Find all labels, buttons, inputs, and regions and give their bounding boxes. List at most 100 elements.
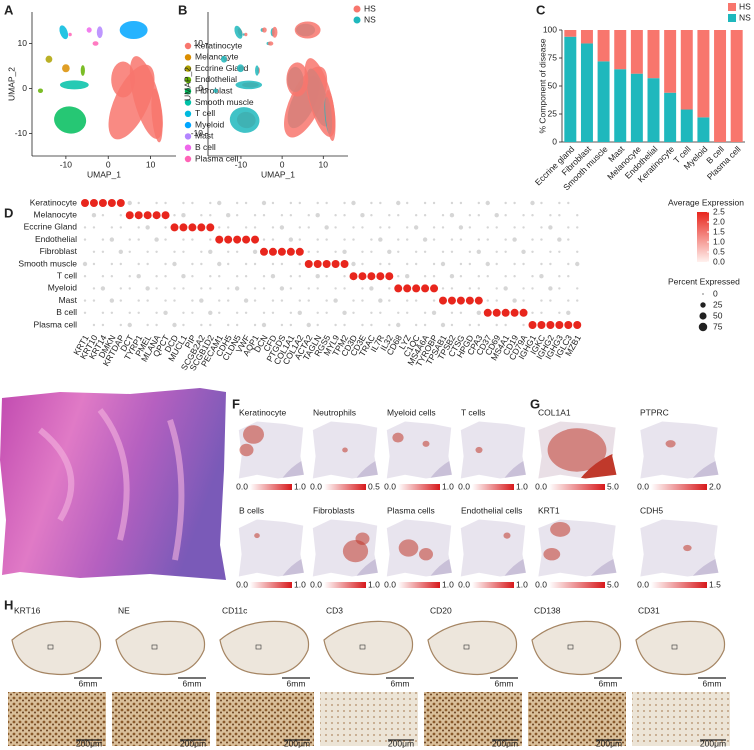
dot-background xyxy=(191,299,194,302)
dot xyxy=(385,272,394,281)
dot xyxy=(474,296,483,305)
expression-patch xyxy=(543,548,561,561)
dot xyxy=(349,272,358,281)
ihc-overview xyxy=(427,620,518,676)
dot-background xyxy=(298,299,301,302)
dot-background xyxy=(209,287,212,290)
dot xyxy=(519,308,528,317)
dot-background xyxy=(388,323,391,327)
dot-background xyxy=(450,201,454,205)
color-tick-label: 0.0 xyxy=(713,256,725,266)
dot-background xyxy=(119,299,123,302)
color-bar xyxy=(651,484,707,490)
dot-background xyxy=(423,214,427,217)
dot-background xyxy=(441,214,445,217)
dot-background xyxy=(531,287,534,290)
cluster-cells xyxy=(294,21,321,39)
scale-min: 0.0 xyxy=(310,481,322,491)
dot-background xyxy=(280,214,284,217)
dot-background xyxy=(83,275,87,278)
dot-background xyxy=(164,226,167,229)
dot-background xyxy=(513,275,516,278)
dot-background xyxy=(199,298,204,303)
dot-background xyxy=(226,213,231,218)
color-bar xyxy=(549,582,605,588)
dot-background xyxy=(477,275,480,278)
dot-background xyxy=(235,250,239,253)
dot-background xyxy=(92,250,96,253)
dot-background xyxy=(351,261,356,267)
dot-background xyxy=(477,323,480,327)
dot-background xyxy=(352,226,355,229)
size-key xyxy=(702,293,704,295)
dot-background xyxy=(262,275,266,278)
ihc-detail xyxy=(320,692,418,746)
dot-background xyxy=(119,262,123,266)
y-tick-label: 75 xyxy=(548,52,558,62)
roi-box xyxy=(463,644,470,650)
dot-background xyxy=(558,214,561,217)
dot-background xyxy=(235,275,239,278)
dot xyxy=(322,260,331,268)
dot-background xyxy=(476,310,481,315)
dot-background xyxy=(342,310,347,315)
dot-background xyxy=(521,249,526,254)
dot-background xyxy=(378,298,383,303)
dot xyxy=(197,223,206,232)
dot-background xyxy=(227,287,230,290)
dot-background xyxy=(172,322,177,328)
dot-background xyxy=(406,201,409,205)
cluster-cells xyxy=(151,88,163,143)
dot-background xyxy=(173,287,176,290)
ihc-overview xyxy=(115,620,206,676)
dot-background xyxy=(370,323,373,327)
y-tick-label: 50 xyxy=(548,80,558,90)
legend-swatch xyxy=(184,155,192,163)
dot-background xyxy=(495,287,498,290)
spatial-map xyxy=(460,421,526,479)
expression-patch xyxy=(547,428,607,472)
dot-background xyxy=(92,262,96,266)
dot-background xyxy=(423,250,427,253)
y-tick-label: 100 xyxy=(543,24,557,34)
bar-segment xyxy=(564,30,577,37)
dot-background xyxy=(173,214,176,217)
scale-min: 0.0 xyxy=(535,481,547,491)
dot-background xyxy=(504,323,507,327)
y-tick-label: 0 xyxy=(22,83,27,93)
bar-segment xyxy=(630,30,643,74)
cluster-cells xyxy=(271,26,278,38)
dot xyxy=(313,260,322,268)
tissue xyxy=(460,519,526,577)
expression-patch xyxy=(392,432,404,443)
tissue xyxy=(460,421,526,479)
legend-label: NS xyxy=(739,12,751,22)
cluster-cells xyxy=(59,80,89,90)
row-label: T cell xyxy=(57,270,77,280)
dot-background xyxy=(343,201,346,205)
spatial-map xyxy=(238,421,304,479)
dot-background xyxy=(432,238,436,241)
cluster-cells xyxy=(255,65,259,76)
dot-background xyxy=(262,238,266,241)
legend-label: Keratinocyte xyxy=(195,40,243,50)
color-bar xyxy=(472,582,514,588)
spatial-map xyxy=(312,519,378,577)
cluster-cells xyxy=(59,25,69,40)
dot-background xyxy=(540,226,543,229)
dot xyxy=(403,284,412,293)
dot-background xyxy=(361,226,364,229)
dot-background xyxy=(128,275,131,278)
dot-background xyxy=(522,299,525,302)
dot-background xyxy=(271,201,275,205)
size-key-label: 75 xyxy=(713,321,723,331)
dot-background xyxy=(298,201,301,205)
panel-label: C xyxy=(536,2,546,17)
scale-max: 1.0 xyxy=(294,481,306,491)
dot-background xyxy=(262,214,266,217)
map-title: CDH5 xyxy=(640,505,663,515)
dot-background xyxy=(352,299,355,302)
dot-background xyxy=(548,286,553,291)
stain-label: CD138 xyxy=(534,605,561,615)
dot-background xyxy=(351,200,356,206)
